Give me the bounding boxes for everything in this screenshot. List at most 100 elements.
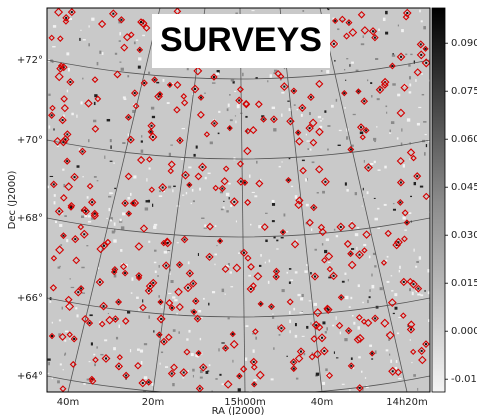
noise-speck xyxy=(276,248,278,249)
noise-speck xyxy=(345,182,347,185)
noise-speck xyxy=(378,169,381,170)
noise-speck xyxy=(349,389,350,391)
noise-speck xyxy=(221,342,224,343)
noise-speck xyxy=(174,299,177,301)
x-tick-label: 20m xyxy=(142,397,164,408)
noise-speck xyxy=(399,266,401,269)
noise-speck xyxy=(187,370,189,371)
noise-speck xyxy=(142,35,145,36)
noise-speck xyxy=(161,352,163,353)
noise-speck xyxy=(260,254,262,257)
noise-speck xyxy=(363,35,364,38)
noise-speck xyxy=(81,267,84,268)
noise-speck xyxy=(253,349,255,352)
noise-speck xyxy=(295,195,298,198)
noise-speck xyxy=(374,198,376,199)
source-dot xyxy=(406,222,408,224)
noise-speck xyxy=(361,43,364,45)
noise-speck xyxy=(221,209,224,211)
noise-speck xyxy=(119,62,121,63)
noise-speck xyxy=(226,210,228,212)
noise-speck xyxy=(272,107,275,109)
noise-speck xyxy=(235,121,236,124)
noise-speck xyxy=(255,337,257,340)
noise-speck xyxy=(408,64,410,67)
noise-speck xyxy=(370,163,373,165)
colorbar-tick-label: 0.045 xyxy=(451,182,477,193)
source-dot xyxy=(139,49,141,51)
noise-speck xyxy=(182,195,184,196)
noise-speck xyxy=(282,289,285,292)
noise-speck xyxy=(212,291,215,293)
noise-speck xyxy=(397,137,399,139)
colorbar-tick-label: 0.090 xyxy=(451,38,477,49)
noise-speck xyxy=(94,102,96,105)
source-dot xyxy=(314,276,316,278)
source-dot xyxy=(132,202,134,204)
noise-speck xyxy=(268,281,270,284)
noise-speck xyxy=(380,287,383,290)
source-dot xyxy=(199,388,201,390)
source-dot xyxy=(363,100,365,102)
noise-speck xyxy=(160,363,161,365)
noise-speck xyxy=(409,76,411,79)
source-dot xyxy=(202,366,204,368)
noise-speck xyxy=(114,188,116,189)
noise-speck xyxy=(80,30,81,31)
noise-speck xyxy=(172,383,174,386)
noise-speck xyxy=(193,375,194,377)
noise-speck xyxy=(229,197,230,199)
noise-speck xyxy=(139,309,140,312)
noise-speck xyxy=(251,10,254,11)
noise-speck xyxy=(318,116,321,118)
noise-speck xyxy=(104,156,105,159)
source-dot xyxy=(163,341,165,343)
y-tick-label: +66° xyxy=(17,293,43,304)
noise-speck xyxy=(290,279,293,281)
noise-speck xyxy=(99,51,101,54)
noise-speck xyxy=(371,358,373,359)
noise-speck xyxy=(169,153,171,156)
noise-speck xyxy=(304,270,307,272)
y-axis-label: Dec (J2000) xyxy=(7,171,18,230)
source-dot xyxy=(360,126,362,128)
noise-speck xyxy=(286,231,288,232)
noise-speck xyxy=(245,357,247,360)
noise-speck xyxy=(238,388,241,391)
noise-speck xyxy=(295,335,297,338)
noise-speck xyxy=(377,228,380,229)
noise-speck xyxy=(89,361,91,362)
noise-speck xyxy=(206,371,209,374)
noise-speck xyxy=(93,120,96,123)
source-dot xyxy=(406,12,408,14)
noise-speck xyxy=(130,349,131,352)
noise-speck xyxy=(70,278,71,279)
noise-speck xyxy=(414,249,415,252)
source-dot xyxy=(118,365,120,367)
noise-speck xyxy=(336,357,338,358)
noise-speck xyxy=(52,46,55,47)
source-dot xyxy=(77,291,79,293)
source-dot xyxy=(359,254,361,256)
noise-speck xyxy=(225,293,226,294)
noise-speck xyxy=(390,130,391,133)
noise-speck xyxy=(167,102,170,104)
noise-speck xyxy=(398,317,401,318)
noise-speck xyxy=(64,340,66,342)
source-dot xyxy=(293,90,295,92)
noise-speck xyxy=(370,82,372,84)
source-dot xyxy=(321,337,323,339)
noise-speck xyxy=(328,262,331,263)
noise-speck xyxy=(216,72,219,75)
noise-speck xyxy=(337,28,339,30)
noise-speck xyxy=(410,196,412,197)
noise-speck xyxy=(88,221,91,223)
source-dot xyxy=(392,370,394,372)
noise-speck xyxy=(151,107,154,110)
noise-speck xyxy=(53,25,56,28)
noise-speck xyxy=(344,107,346,108)
noise-speck xyxy=(355,192,357,195)
source-dot xyxy=(85,210,87,212)
source-dot xyxy=(171,307,173,309)
noise-speck xyxy=(391,275,393,276)
